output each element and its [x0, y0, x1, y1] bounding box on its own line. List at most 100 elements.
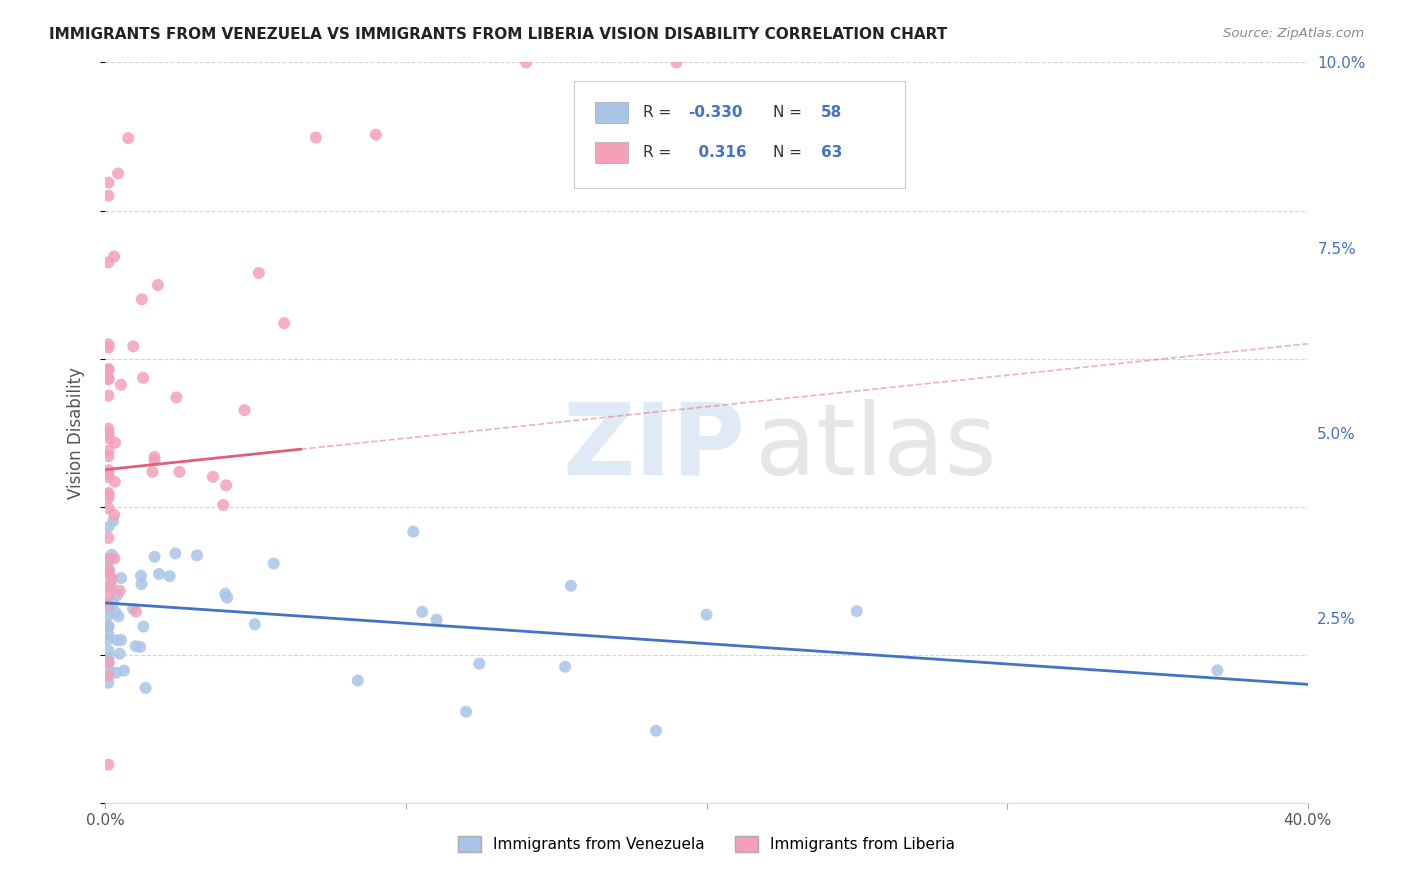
Point [98, 432, 121, 446]
Point [411, 605, 433, 619]
Point [97, 551, 120, 566]
Text: -0.330: -0.330 [689, 105, 742, 120]
Point [122, 339, 145, 353]
Point [97, 443, 120, 458]
Point [110, 377, 132, 392]
Point [110, 633, 132, 648]
Point [143, 453, 166, 467]
Point [454, 705, 477, 719]
Point [104, 605, 127, 619]
Point [97, 620, 120, 634]
Text: N =: N = [773, 105, 807, 120]
Point [122, 601, 145, 615]
Text: ZIP: ZIP [562, 399, 745, 496]
Point [105, 665, 128, 680]
Point [97, 371, 120, 385]
Point [101, 572, 124, 586]
Point [1206, 663, 1229, 677]
Point [141, 465, 163, 479]
Point [515, 55, 537, 70]
Bar [595, 103, 628, 123]
Point [214, 587, 236, 601]
Point [108, 647, 131, 661]
Text: 58: 58 [821, 105, 842, 120]
Point [97, 372, 120, 386]
Point [98, 665, 121, 679]
Point [554, 659, 576, 673]
Point [146, 278, 169, 293]
Point [135, 681, 157, 695]
Text: atlas: atlas [755, 399, 997, 496]
Text: N =: N = [773, 145, 807, 161]
Point [97, 450, 120, 464]
Point [143, 450, 166, 464]
Point [97, 520, 120, 534]
Point [97, 531, 120, 545]
Point [124, 639, 146, 653]
Text: R =: R = [643, 105, 676, 120]
Point [97, 188, 120, 202]
Point [104, 475, 127, 489]
Point [97, 627, 120, 641]
Point [402, 524, 425, 539]
Point [263, 557, 285, 571]
Point [132, 371, 155, 385]
Point [426, 613, 449, 627]
Point [215, 478, 238, 492]
Point [560, 579, 582, 593]
Point [97, 486, 120, 500]
Point [247, 266, 270, 280]
Point [645, 723, 668, 738]
Point [201, 470, 224, 484]
Text: 0.316: 0.316 [689, 145, 747, 161]
Point [103, 250, 125, 264]
Point [97, 362, 120, 376]
Point [103, 514, 125, 528]
Point [107, 609, 129, 624]
Point [105, 588, 128, 602]
Point [101, 596, 124, 610]
Point [97, 619, 120, 633]
Point [217, 591, 239, 605]
Point [364, 128, 387, 142]
Point [143, 549, 166, 564]
Point [97, 565, 120, 579]
Point [186, 549, 208, 563]
Point [97, 467, 120, 482]
Point [107, 166, 129, 180]
Text: Source: ZipAtlas.com: Source: ZipAtlas.com [1223, 27, 1364, 40]
Point [97, 463, 120, 477]
Point [104, 435, 127, 450]
Point [97, 362, 120, 376]
Point [159, 569, 181, 583]
Point [243, 617, 266, 632]
Point [665, 55, 688, 70]
Point [97, 580, 120, 594]
Legend: Immigrants from Venezuela, Immigrants from Liberia: Immigrants from Venezuela, Immigrants fr… [451, 830, 962, 858]
Point [129, 568, 152, 582]
Point [97, 425, 120, 440]
Point [468, 657, 491, 671]
Point [696, 607, 718, 622]
Point [97, 553, 120, 567]
Point [97, 589, 120, 603]
Point [97, 427, 120, 442]
Point [97, 656, 120, 670]
Point [97, 598, 120, 612]
Point [97, 668, 120, 682]
Point [97, 757, 120, 772]
Point [97, 608, 120, 623]
Point [97, 341, 120, 355]
Bar [595, 143, 628, 163]
Point [117, 131, 139, 145]
Point [100, 578, 122, 592]
Text: 63: 63 [821, 145, 842, 161]
Point [97, 491, 120, 505]
Point [165, 546, 187, 560]
Point [97, 675, 120, 690]
FancyBboxPatch shape [574, 81, 905, 188]
Point [103, 508, 125, 522]
Point [305, 130, 328, 145]
Point [97, 488, 120, 502]
Point [169, 465, 191, 479]
